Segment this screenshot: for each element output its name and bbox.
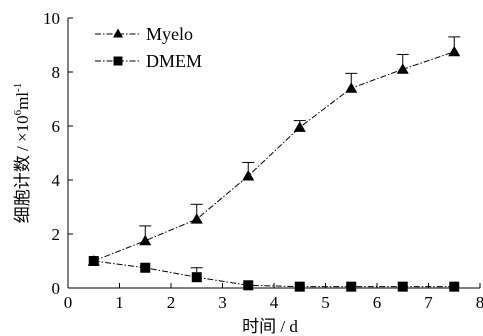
x-tick-label: 7 (424, 293, 433, 312)
y-axis-label-sup2: -1 (12, 83, 24, 92)
x-tick-label: 4 (270, 293, 279, 312)
x-ticks: 0 1 2 3 4 5 6 7 8 (64, 283, 483, 312)
y-ticks: 0 2 4 6 8 10 (43, 9, 73, 298)
legend-marker-triangle-icon (113, 28, 123, 38)
data-point-square (346, 281, 357, 292)
data-point-triangle (345, 82, 358, 93)
data-point-triangle (139, 234, 152, 246)
data-point-triangle (448, 45, 461, 57)
data-point-triangle (396, 63, 409, 74)
data-point-triangle (190, 213, 203, 224)
data-point-square (449, 281, 460, 292)
x-tick-label: 6 (373, 293, 382, 312)
y-tick-label: 10 (43, 9, 60, 28)
data-point-square (88, 256, 99, 266)
x-tick-label: 8 (476, 293, 483, 312)
x-tick-label: 2 (167, 293, 176, 312)
y-tick-label: 6 (52, 117, 61, 136)
data-point-square (243, 280, 254, 291)
x-tick-label: 1 (115, 293, 124, 312)
x-tick-label: 0 (64, 293, 73, 312)
x-axis-label: 时间 / d (242, 317, 298, 336)
y-axis-label-sup: 6 (12, 109, 24, 115)
legend-item-myelo: Myelo (95, 24, 193, 44)
series-dmem (88, 256, 460, 292)
data-point-square (397, 281, 408, 292)
x-tick-label: 5 (321, 293, 330, 312)
series-layer (87, 36, 461, 292)
legend-item-dmem: DMEM (95, 51, 202, 71)
legend-marker-square-icon (113, 56, 123, 66)
legend-label-dmem: DMEM (146, 51, 202, 71)
legend: Myelo DMEM (95, 24, 202, 71)
series-myelo (87, 36, 461, 266)
data-point-square (294, 281, 305, 292)
data-point-triangle (293, 121, 306, 132)
data-point-square (140, 262, 151, 273)
series-line-dmem (93, 260, 455, 288)
legend-label-myelo: Myelo (146, 24, 193, 44)
y-tick-label: 8 (52, 63, 61, 82)
y-tick-label: 2 (52, 225, 61, 244)
y-axis-label-unit: ml (13, 92, 32, 110)
y-axis-label: 细胞计数 / ×106ml-1 (12, 83, 32, 223)
y-tick-label: 0 (52, 279, 61, 298)
data-point-triangle (242, 169, 255, 181)
x-tick-label: 3 (218, 293, 227, 312)
y-axis-label-main: 细胞计数 / ×10 (13, 115, 32, 223)
series-line-myelo (93, 51, 455, 262)
y-tick-label: 4 (52, 171, 61, 190)
data-point-square (191, 272, 202, 283)
axes (67, 18, 480, 289)
